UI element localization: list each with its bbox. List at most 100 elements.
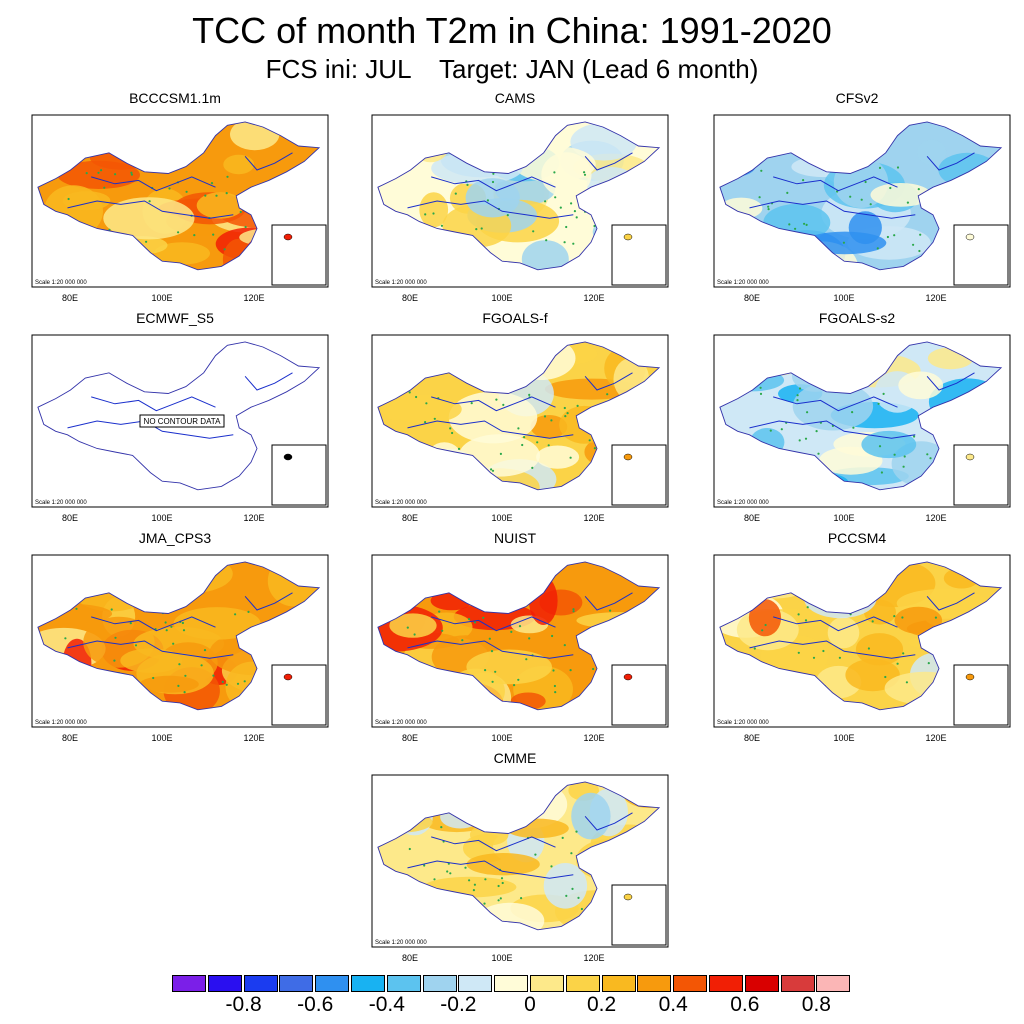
tcc-patch: [792, 382, 874, 431]
panel-model-name: FGOALS-f: [482, 310, 548, 326]
significance-dot: [472, 889, 475, 892]
significance-dot: [413, 633, 416, 636]
significance-dot: [181, 621, 184, 625]
significance-dot: [565, 894, 568, 897]
no-data-text: NO CONTOUR DATA: [144, 417, 222, 426]
significance-dot: [501, 881, 504, 885]
colorbar-swatch: [816, 975, 851, 992]
river-line: [407, 200, 574, 219]
river-line: [244, 592, 293, 611]
significance-dot: [552, 669, 555, 672]
lon-tick-label: 80E: [62, 513, 78, 523]
significance-dot: [786, 191, 789, 194]
lon-tick-label: 120E: [583, 733, 604, 743]
significance-dot: [518, 625, 522, 628]
significance-dot: [424, 421, 427, 424]
significance-dot: [867, 647, 870, 650]
significance-dot: [893, 234, 896, 237]
significance-dot: [798, 439, 801, 442]
significance-dot: [593, 447, 596, 450]
hainan-island: [623, 673, 633, 681]
china-border: [377, 561, 661, 711]
colorbar-swatch: [744, 975, 779, 992]
significance-dot: [130, 173, 133, 176]
significance-dot: [919, 233, 922, 236]
significance-dot: [570, 852, 573, 855]
lon-tick-label: 100E: [833, 513, 854, 523]
subtitle: FCS ini: JUL Target: JAN (Lead 6 month): [265, 54, 759, 84]
hainan-island: [623, 453, 633, 461]
lon-tick-label: 80E: [62, 293, 78, 303]
lon-tick-label: 80E: [402, 293, 418, 303]
significance-dot: [780, 428, 783, 431]
significance-dot: [906, 201, 909, 204]
river-line: [431, 616, 556, 632]
china-border: [377, 341, 661, 491]
significance-dot: [497, 899, 500, 902]
significance-dot: [234, 613, 237, 616]
significance-dot: [446, 870, 449, 873]
significance-dot: [491, 180, 495, 184]
lon-tick-label: 80E: [62, 733, 78, 743]
tcc-patch: [861, 430, 917, 459]
significance-dot: [484, 878, 487, 881]
panel-model-name: NUIST: [494, 530, 536, 546]
hainan-island: [283, 233, 293, 241]
significance-dot: [569, 456, 572, 459]
significance-dot: [569, 669, 572, 672]
tcc-patch: [855, 633, 904, 666]
colorbar-swatch: [601, 975, 636, 992]
significance-dot: [788, 223, 791, 226]
significance-dot: [543, 415, 547, 418]
significance-dot: [876, 247, 879, 250]
significance-dot: [769, 429, 772, 432]
significance-dot: [806, 411, 809, 414]
lon-tick-label: 120E: [583, 513, 604, 523]
significance-dot: [432, 212, 435, 215]
significance-dot: [878, 166, 882, 169]
significance-dot: [75, 607, 78, 610]
river-line: [926, 152, 975, 171]
significance-dot: [836, 190, 839, 193]
significance-dot: [483, 902, 486, 905]
lon-tick-label: 80E: [402, 513, 418, 523]
tcc-patch: [62, 191, 111, 211]
hainan-island: [623, 893, 633, 901]
significance-dot: [438, 610, 441, 613]
china-map: Scale 1:20 000 00050N40N30N20N80E100E120…: [31, 334, 329, 523]
panel-model-name: CMME: [493, 750, 537, 766]
tcc-patch: [541, 152, 592, 198]
scale-label: Scale 1:20 000 000: [375, 940, 427, 946]
colorbar-swatch: [422, 975, 457, 992]
significance-dot: [571, 887, 574, 890]
panel-model-name: PCCSM4: [827, 530, 887, 546]
significance-dot: [798, 387, 802, 390]
tcc-patch: [818, 446, 883, 475]
significance-dot: [550, 419, 553, 422]
colorbar-swatch: [565, 975, 600, 992]
hainan-island: [965, 453, 975, 461]
tcc-patch: [389, 613, 437, 638]
significance-dot: [822, 649, 825, 653]
significance-dot: [440, 224, 443, 227]
significance-dot: [871, 620, 874, 623]
significance-dot: [243, 680, 246, 683]
significance-dot: [461, 639, 464, 642]
significance-dot: [454, 192, 457, 195]
significance-dot: [805, 223, 808, 226]
significance-dot: [849, 195, 852, 198]
significance-dot: [85, 172, 88, 175]
significance-dot: [550, 865, 553, 868]
lon-tick-label: 100E: [491, 953, 512, 963]
significance-dot: [424, 213, 427, 216]
significance-dot: [815, 430, 818, 433]
significance-dot: [764, 623, 767, 627]
tcc-patch: [154, 242, 210, 265]
significance-dot: [210, 182, 214, 185]
significance-dot: [767, 208, 770, 211]
significance-dot: [903, 455, 906, 458]
lon-tick-label: 100E: [151, 733, 172, 743]
significance-dot: [415, 395, 418, 399]
significance-dot: [491, 680, 494, 683]
